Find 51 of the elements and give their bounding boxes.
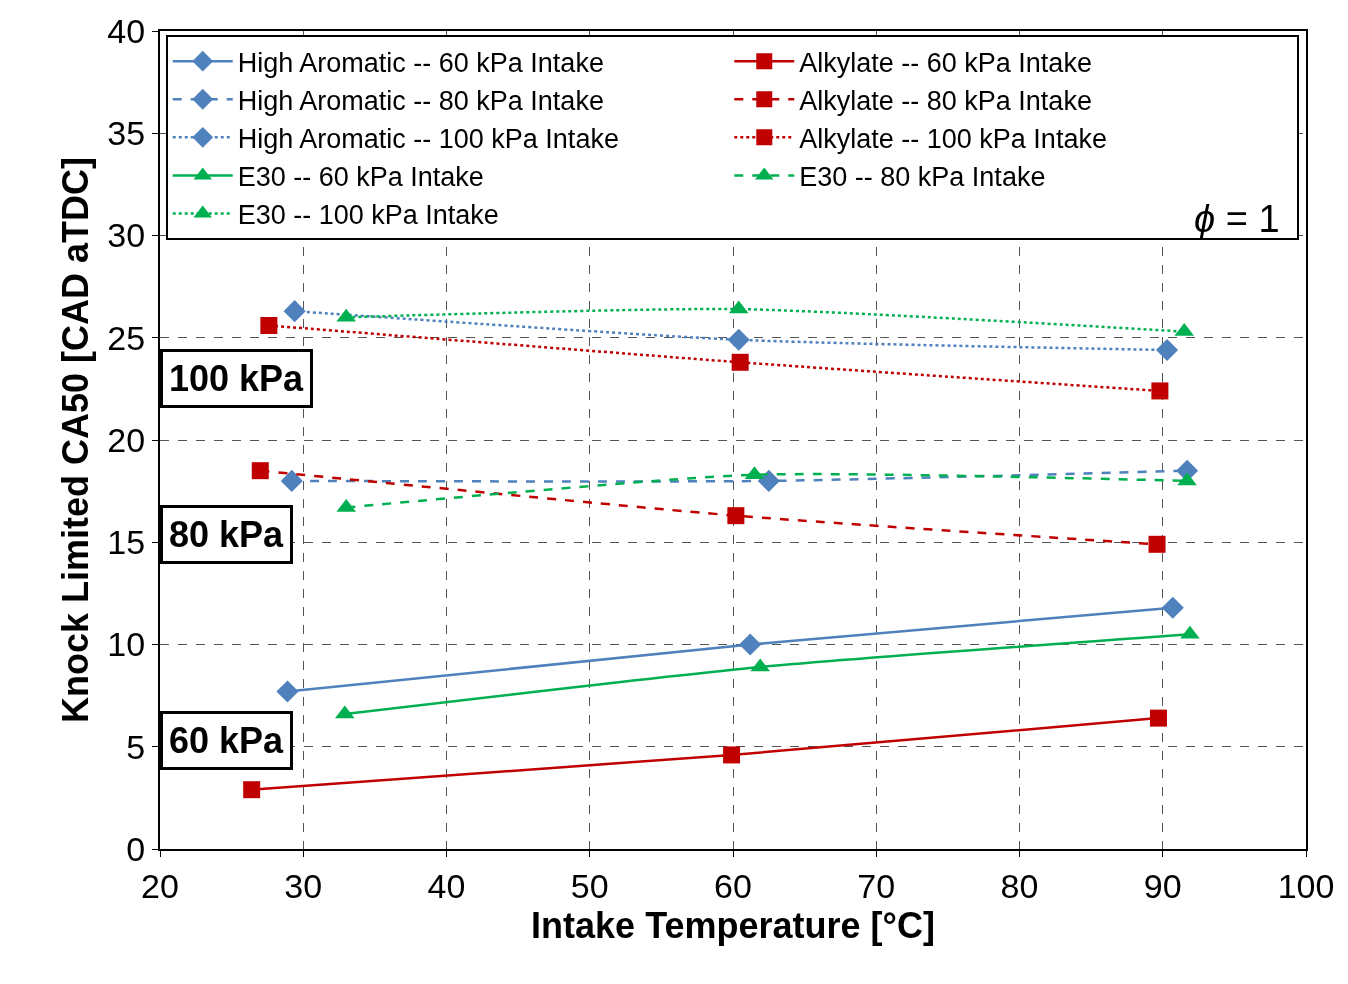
- y-tick-label: 35: [107, 114, 146, 153]
- legend-label: Alkylate -- 80 kPa Intake: [799, 85, 1092, 116]
- y-tick-label: 10: [107, 625, 146, 664]
- point: [727, 507, 745, 525]
- point: [731, 353, 749, 371]
- x-tick-label: 70: [857, 866, 896, 905]
- point: [280, 469, 303, 492]
- x-tick-label: 40: [427, 866, 466, 905]
- x-tick-label: 30: [284, 866, 323, 905]
- x-tick-label: 100: [1277, 866, 1335, 905]
- legend-label: E30 -- 80 kPa Intake: [799, 161, 1046, 192]
- annotation: 60 kPa: [169, 720, 285, 761]
- point: [739, 633, 762, 656]
- point: [1177, 472, 1197, 486]
- point: [251, 462, 269, 480]
- point: [260, 316, 278, 334]
- point: [1180, 625, 1200, 639]
- point: [1156, 338, 1179, 362]
- point: [1151, 382, 1169, 400]
- point: [1148, 535, 1166, 553]
- y-axis-title: Knock Limited CA50 [CAD aTDC]: [54, 156, 96, 724]
- point: [723, 746, 741, 764]
- y-tick-label: 0: [126, 829, 146, 868]
- point: [283, 300, 306, 323]
- legend-label: Alkylate -- 60 kPa Intake: [799, 47, 1092, 78]
- point: [757, 469, 780, 492]
- y-tick-label: 25: [107, 318, 146, 357]
- point: [727, 328, 750, 351]
- y-tick-label: 5: [126, 727, 146, 766]
- legend-label: E30 -- 100 kPa Intake: [237, 200, 499, 231]
- legend-label: High Aromatic -- 60 kPa Intake: [237, 47, 604, 78]
- legend-label: E30 -- 60 kPa Intake: [237, 161, 484, 192]
- point: [276, 680, 299, 703]
- legend-label: Alkylate -- 100 kPa Intake: [799, 123, 1107, 154]
- point: [243, 781, 261, 799]
- legend-label: High Aromatic -- 80 kPa Intake: [237, 85, 604, 116]
- y-tick-label: 15: [107, 523, 146, 562]
- x-tick-label: 60: [714, 866, 752, 905]
- annotation: 80 kPa: [169, 514, 285, 555]
- legend-label: High Aromatic -- 100 kPa Intake: [237, 123, 619, 154]
- annotation: 100 kPa: [169, 358, 305, 399]
- y-tick-label: 20: [107, 420, 146, 459]
- x-tick-label: 90: [1143, 866, 1182, 905]
- point: [1161, 596, 1184, 619]
- y-tick-label: 30: [107, 216, 146, 255]
- annotation: ϕ = 1: [1194, 198, 1280, 240]
- x-tick-label: 50: [570, 866, 609, 905]
- point: [1149, 709, 1167, 727]
- x-tick-label: 80: [1000, 866, 1039, 905]
- x-axis-title: Intake Temperature [°C]: [531, 904, 935, 946]
- y-tick-label: 40: [107, 11, 146, 50]
